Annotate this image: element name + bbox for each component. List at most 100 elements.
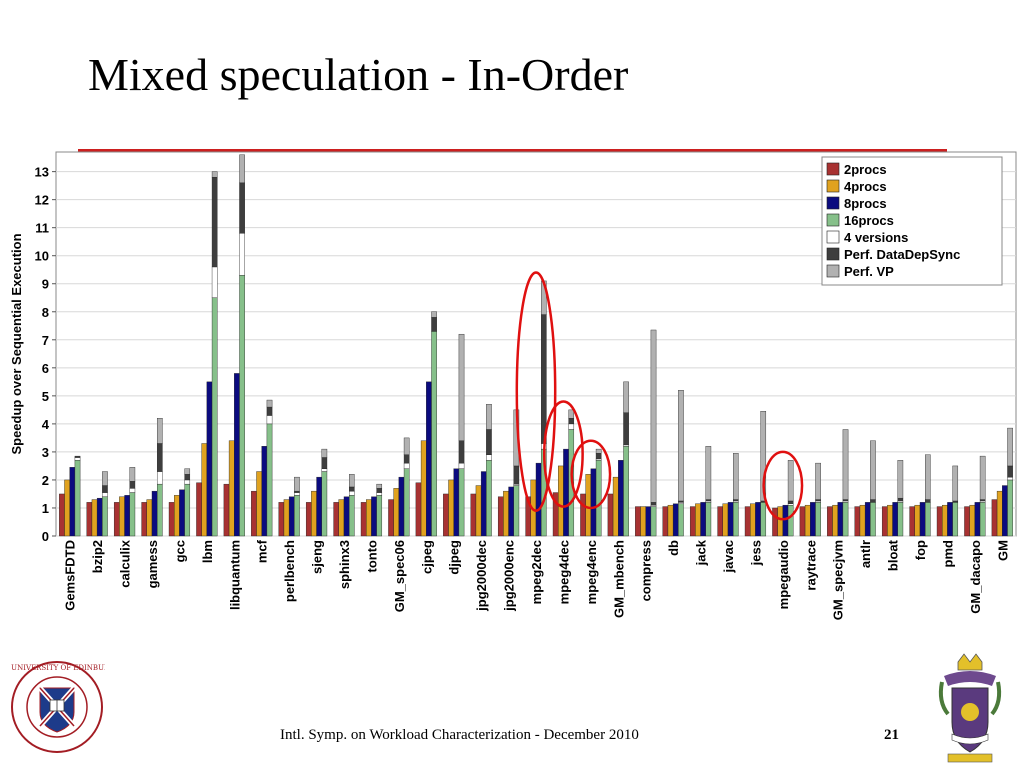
bar-16procs	[952, 502, 959, 537]
x-tick-label: GM_spec06	[392, 540, 407, 612]
x-tick-label: bloat	[886, 539, 901, 571]
y-tick-label: 10	[35, 249, 49, 264]
bar-16procs	[129, 492, 136, 537]
legend-swatch	[826, 264, 840, 278]
y-tick-label: 2	[42, 473, 49, 488]
x-tick-label: mcf	[255, 539, 270, 563]
bar-16procs	[897, 502, 904, 537]
bar-4procs	[91, 499, 98, 537]
bar-4procs	[996, 490, 1003, 537]
x-tick-label: fop	[913, 540, 928, 560]
x-tick-label: gcc	[172, 540, 187, 562]
bar-segment-perf-datadepsync	[349, 486, 355, 492]
bar-segment-perf-vp	[925, 454, 931, 500]
x-tick-label: mpeg2dec	[529, 540, 544, 604]
highlight-ellipse	[762, 450, 804, 521]
y-tick-label: 11	[35, 221, 49, 236]
bar-segment-4-versions	[568, 423, 575, 430]
bar-16procs	[623, 446, 629, 537]
bar-segment-4-versions	[733, 500, 739, 503]
bar-segment-4-versions	[979, 500, 986, 503]
bar-2procs	[59, 493, 65, 537]
bar-16procs	[102, 496, 108, 537]
y-tick-label: 7	[42, 333, 49, 348]
bar-segment-perf-datadepsync	[486, 429, 492, 455]
bar-2procs	[689, 506, 696, 537]
bar-segment-perf-datadepsync	[294, 490, 300, 493]
x-tick-label: GM_mbench	[611, 540, 626, 618]
bar-8procs	[974, 502, 981, 537]
bar-segment-perf-vp	[458, 333, 465, 441]
x-tick-label: pmd	[940, 540, 955, 568]
y-tick-label: 12	[35, 193, 49, 208]
legend-swatch	[826, 247, 840, 261]
bar-segment-4-versions	[595, 458, 602, 461]
bar-segment-perf-vp	[842, 429, 849, 500]
bar-4procs	[311, 490, 317, 537]
bar-8procs	[234, 373, 240, 537]
bar-segment-perf-datadepsync	[678, 500, 684, 503]
x-tick-label: perlbench	[282, 540, 297, 602]
bar-segment-perf-datadepsync	[952, 500, 959, 503]
bar-8procs	[892, 502, 898, 537]
bar-4procs	[366, 499, 372, 537]
bar-4procs	[695, 503, 701, 537]
bar-2procs	[360, 502, 367, 537]
bar-4procs	[174, 495, 180, 537]
bar-segment-perf-vp	[952, 465, 959, 502]
bar-4procs	[256, 471, 262, 537]
y-tick-label: 4	[42, 417, 50, 432]
bar-segment-perf-vp	[650, 329, 657, 503]
bar-segment-perf-vp	[211, 171, 218, 178]
bar-2procs	[278, 502, 285, 537]
bar-4procs	[942, 504, 948, 537]
bar-segment-perf-vp	[678, 390, 684, 502]
bar-segment-perf-datadepsync	[979, 499, 986, 502]
bar-segment-perf-datadepsync	[321, 457, 328, 469]
bar-segment-perf-datadepsync	[266, 406, 273, 416]
bar-16procs	[321, 471, 328, 537]
bar-segment-perf-datadepsync	[897, 497, 904, 502]
bar-4procs	[420, 440, 427, 537]
bar-8procs	[426, 381, 432, 537]
bar-segment-4-versions	[102, 492, 108, 497]
x-tick-label: GM_specjvm	[831, 540, 846, 620]
bar-4procs	[969, 504, 976, 537]
bar-8procs	[179, 489, 185, 537]
bar-16procs	[294, 495, 300, 537]
bar-segment-4-versions	[74, 457, 81, 461]
seal-ring-text: THE UNIVERSITY OF EDINBURGH	[10, 664, 105, 672]
bar-16procs	[376, 495, 383, 537]
bar-16procs	[925, 502, 931, 537]
bar-segment-4-versions	[403, 462, 410, 469]
bar-16procs	[458, 468, 465, 537]
bar-8procs	[1002, 485, 1008, 537]
x-tick-label: jack	[694, 539, 709, 566]
bar-segment-4-versions	[458, 462, 465, 469]
bar-4procs	[146, 499, 153, 537]
bar-4procs	[859, 504, 866, 537]
bar-16procs	[431, 331, 437, 537]
bar-8procs	[755, 502, 761, 537]
bar-4procs	[64, 479, 70, 537]
x-tick-label: GM_dacapo	[968, 540, 983, 614]
bar-segment-perf-vp	[294, 476, 300, 492]
bar-2procs	[223, 483, 230, 537]
bar-2procs	[662, 506, 669, 537]
legend-label: 2procs	[844, 162, 887, 177]
bar-4procs	[914, 504, 921, 537]
bar-8procs	[590, 468, 597, 537]
x-tick-label: tonto	[364, 540, 379, 573]
x-tick-label: antlr	[858, 540, 873, 568]
bar-2procs	[881, 506, 888, 537]
legend-label: 4 versions	[844, 230, 908, 245]
bar-segment-perf-vp	[623, 381, 629, 413]
bar-segment-perf-datadepsync	[1007, 465, 1013, 478]
bar-segment-perf-datadepsync	[815, 499, 821, 502]
bar-segment-4-versions	[349, 490, 355, 496]
y-tick-label: 13	[35, 165, 49, 180]
bar-2procs	[168, 502, 175, 537]
bar-2procs	[936, 506, 943, 537]
legend-box	[821, 156, 1003, 286]
bar-4procs	[475, 485, 482, 537]
